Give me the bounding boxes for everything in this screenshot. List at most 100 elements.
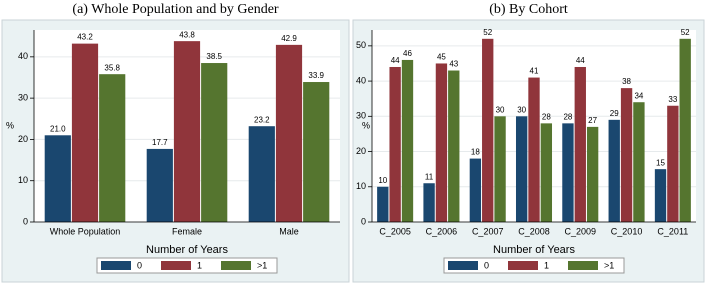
- chart-title: (b) By Cohort: [489, 2, 568, 17]
- x-tick-label: C_2005: [379, 226, 411, 236]
- bar: [275, 44, 303, 222]
- bar: [248, 126, 275, 222]
- bar: [71, 43, 99, 222]
- bar: [303, 82, 330, 222]
- y-tick-label: 10: [356, 181, 366, 191]
- value-label: 43: [449, 60, 458, 69]
- value-label: 30: [496, 105, 505, 114]
- value-label: 33: [668, 95, 677, 104]
- y-tick-label: 50: [356, 40, 366, 50]
- y-tick-label: 20: [356, 146, 366, 156]
- value-label: 27: [588, 116, 597, 125]
- value-label: 52: [483, 28, 492, 37]
- legend-label: >1: [604, 260, 614, 270]
- value-label: 43.2: [77, 33, 93, 42]
- y-tick-label: 40: [356, 75, 366, 85]
- legend-label: 1: [544, 260, 549, 270]
- bar: [586, 126, 599, 222]
- y-axis-label: %: [362, 120, 370, 130]
- bar: [608, 119, 620, 222]
- value-label: 30: [517, 105, 526, 114]
- bar: [435, 63, 448, 222]
- value-label: 34: [634, 91, 643, 100]
- x-tick-label: C_2009: [565, 226, 597, 236]
- value-label: 52: [681, 28, 690, 37]
- value-label: 38.5: [206, 52, 222, 61]
- x-tick-label: Female: [172, 226, 202, 236]
- x-tick-label: C_2007: [472, 226, 504, 236]
- legend-key: [101, 261, 131, 270]
- x-tick-label: C_2006: [426, 226, 458, 236]
- bar: [448, 70, 460, 222]
- bar: [201, 63, 228, 222]
- bar: [423, 183, 435, 222]
- y-tick-label: 0: [23, 216, 28, 226]
- chart-title: (a) Whole Population and by Gender: [72, 2, 279, 17]
- x-tick-label: C_2011: [657, 226, 688, 236]
- bar: [654, 169, 667, 222]
- bar: [667, 105, 679, 222]
- value-label: 28: [542, 112, 551, 121]
- value-label: 29: [610, 109, 619, 118]
- y-tick-label: 40: [18, 51, 28, 61]
- bar: [99, 74, 126, 222]
- bar: [620, 88, 633, 222]
- bar: [377, 186, 389, 222]
- value-label: 11: [425, 172, 434, 181]
- x-tick-label: Male: [279, 226, 299, 236]
- y-tick-label: 20: [18, 134, 28, 144]
- bar: [173, 41, 201, 222]
- legend-key: [508, 261, 538, 270]
- y-tick-label: 0: [361, 216, 366, 226]
- value-label: 41: [530, 67, 539, 76]
- value-label: 10: [378, 176, 387, 185]
- value-label: 44: [391, 56, 400, 65]
- legend-label: 1: [197, 260, 202, 270]
- value-label: 35.8: [104, 63, 120, 72]
- value-label: 46: [403, 49, 412, 58]
- y-tick-label: 30: [356, 111, 366, 121]
- value-label: 38: [622, 77, 631, 86]
- value-label: 23.2: [254, 115, 270, 124]
- value-label: 15: [656, 158, 665, 167]
- y-axis-label: %: [6, 120, 14, 130]
- x-tick-label: C_2010: [611, 226, 643, 236]
- y-tick-label: 10: [18, 175, 28, 185]
- value-label: 45: [437, 53, 446, 62]
- bar: [389, 66, 401, 223]
- legend-key: [161, 261, 191, 270]
- legend-key: [448, 261, 478, 270]
- bar: [146, 148, 173, 222]
- legend-key: [221, 261, 251, 270]
- legend-label: >1: [257, 260, 267, 270]
- x-tick-label: C_2008: [518, 226, 550, 236]
- bar: [469, 158, 482, 222]
- value-label: 17.7: [152, 138, 168, 147]
- legend-key: [568, 261, 598, 270]
- value-label: 42.9: [281, 34, 297, 43]
- bar: [574, 66, 586, 223]
- bar: [515, 116, 528, 222]
- bar: [401, 59, 414, 223]
- legend-title: Number of Years: [493, 244, 575, 256]
- bar: [482, 38, 494, 222]
- bar: [540, 123, 553, 222]
- value-label: 44: [576, 56, 585, 65]
- value-label: 33.9: [308, 71, 324, 80]
- legend-title: Number of Years: [146, 244, 228, 256]
- value-label: 18: [471, 148, 480, 157]
- bar: [679, 38, 691, 222]
- x-tick-label: Whole Population: [50, 226, 121, 236]
- legend-label: 0: [137, 260, 142, 270]
- bar: [44, 135, 71, 222]
- bar: [494, 116, 506, 222]
- value-label: 21.0: [50, 124, 66, 133]
- y-tick-label: 30: [18, 93, 28, 103]
- value-label: 43.8: [179, 30, 195, 39]
- bar: [528, 77, 540, 222]
- value-label: 28: [563, 112, 572, 121]
- legend-label: 0: [484, 260, 489, 270]
- bar: [562, 123, 574, 222]
- bar: [633, 102, 645, 222]
